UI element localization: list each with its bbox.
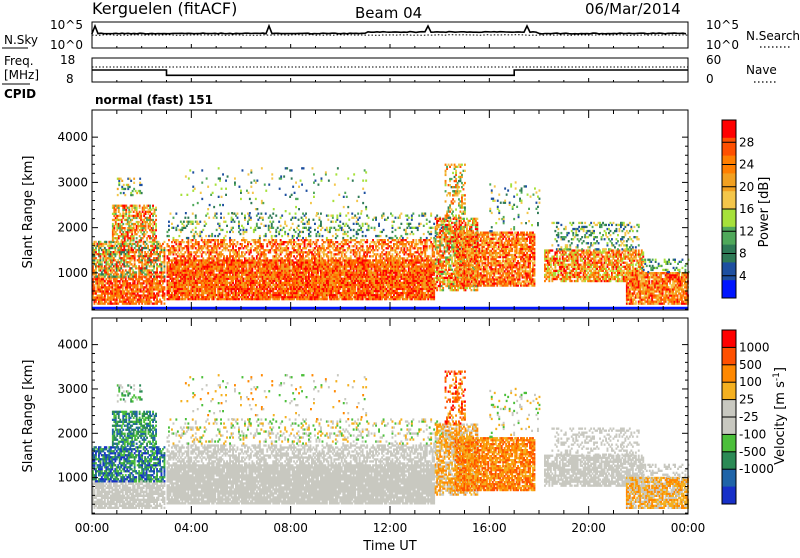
power-yticks-tick-label-0: 1000 [57, 266, 88, 280]
velocity-ylabel: Slant Range [km] [21, 360, 36, 473]
velocity-colorbar: 1000 500 100 25 -25 -100 -500 -1000 [722, 330, 774, 505]
vel-colorbar-tick-3: 25 [739, 393, 754, 407]
vel-colorbar-tick-1: 500 [739, 358, 762, 372]
noise-left-tick-bottom: 10^0 [50, 38, 83, 52]
vel-colorbar-swatch-0 [722, 330, 736, 348]
x-tick-label-5: 20:00 [571, 521, 606, 535]
noise-sky-line [92, 26, 686, 34]
date-title: 06/Mar/2014 [585, 0, 681, 18]
power-colorbar-swatch-0 [722, 120, 736, 138]
vel-colorbar-tick-7: -1000 [739, 462, 774, 476]
beam-title: Beam 04 [355, 4, 422, 22]
station-title: Kerguelen (fitACF) [92, 0, 237, 18]
vel-yticks-tick-label-2: 3000 [57, 382, 88, 396]
power-colorbar-tick-6: 28 [739, 135, 754, 149]
vel-yticks-tick-label-3: 4000 [57, 338, 88, 352]
vel-yticks-tick-label-1: 2000 [57, 426, 88, 440]
power-colorbar-swatch-6 [722, 227, 736, 245]
noise-right-tick-bottom: 10^0 [706, 38, 739, 52]
power-colorbar-tick-0: 4 [739, 269, 747, 283]
power-yticks-tick-label-2: 3000 [57, 175, 88, 189]
cpid-label: CPID [4, 87, 36, 101]
vel-colorbar-tick-0: 1000 [739, 340, 770, 354]
power-colorbar-swatch-4 [722, 191, 736, 209]
x-tick-label-0: 00:00 [75, 521, 110, 535]
vel-colorbar-tick-2: 100 [739, 375, 762, 389]
power-colorbar-tick-4: 20 [739, 180, 754, 194]
power-colorbar-tick-5: 24 [739, 158, 754, 172]
noise-panel: N.Sky 10^5 10^0 10^5 10^0 N.Search [2, 18, 800, 52]
nave-label: Nave [746, 63, 777, 77]
vel-colorbar-swatch-7 [722, 452, 736, 470]
x-tick-label-3: 12:00 [373, 521, 408, 535]
power-colorbar-label: Power [dB] [757, 177, 772, 248]
vel-yticks-tick-label-0: 1000 [57, 471, 88, 485]
vel-colorbar-swatch-3 [722, 382, 736, 400]
cpid-value: normal (fast) 151 [95, 93, 213, 107]
freq-label-line2: [MHz] [4, 68, 39, 82]
vel-colorbar-tick-6: -500 [739, 445, 766, 459]
noise-left-tick-top: 10^5 [50, 18, 83, 32]
x-tick-label-2: 08:00 [273, 521, 308, 535]
vel-colorbar-swatch-2 [722, 365, 736, 383]
power-ylabel: Slant Range [km] [21, 156, 36, 269]
velocity-colorbar-label-sup: -1 [772, 372, 782, 381]
noise-right-label: N.Search [746, 29, 800, 43]
power-yticks-tick-label-3: 4000 [57, 130, 88, 144]
power-yticks-tick-label-1: 2000 [57, 221, 88, 235]
nave-right-tick-top: 60 [706, 53, 721, 67]
x-axis-title: Time UT [362, 539, 416, 554]
freq-left-tick-top: 18 [60, 53, 75, 67]
power-colorbar-swatch-9 [722, 280, 736, 298]
power-colorbar-tick-2: 12 [739, 224, 754, 238]
velocity-colorbar-label-main: Velocity [m s [773, 381, 788, 465]
power-colorbar: 4 8 12 16 20 24 28 [722, 120, 754, 299]
x-tick-label-1: 04:00 [174, 521, 209, 535]
power-colorbar-swatch-5 [722, 209, 736, 227]
freq-left-tick-bottom: 8 [66, 72, 74, 86]
velocity-panel: 1000 2000 3000 4000 Slant Range [km] 1000 50… [21, 318, 788, 514]
vel-colorbar-swatch-6 [722, 434, 736, 452]
freq-line [92, 70, 688, 75]
power-colorbar-tick-1: 8 [739, 247, 747, 261]
x-tick-label-6: 00:00 [671, 521, 706, 535]
vel-colorbar-swatch-4 [722, 400, 736, 418]
vel-colorbar-tick-5: -100 [739, 427, 766, 441]
velocity-colorbar-label: Velocity [m s-1] [772, 367, 788, 465]
noise-right-tick-top: 10^5 [706, 18, 739, 32]
power-colorbar-tick-3: 16 [739, 202, 754, 216]
velocity-colorbar-label-end: ] [773, 367, 788, 372]
freq-panel: Freq. [MHz] 18 8 60 0 Nave [2, 53, 777, 86]
vel-colorbar-swatch-8 [722, 469, 736, 487]
power-colorbar-swatch-8 [722, 262, 736, 280]
velocity-cells [92, 371, 689, 510]
x-tick-label-4: 16:00 [472, 521, 507, 535]
vel-colorbar-swatch-1 [722, 347, 736, 365]
power-panel: 1000 2000 3000 4000 Slant Range [km] 4 8 12 16… [21, 110, 772, 310]
nave-right-tick-bottom: 0 [706, 72, 714, 86]
vel-colorbar-swatch-5 [722, 417, 736, 435]
vel-colorbar-swatch-9 [722, 487, 736, 505]
vel-colorbar-tick-4: -25 [739, 410, 759, 424]
power-colorbar-swatch-3 [722, 173, 736, 191]
power-colorbar-swatch-1 [722, 138, 736, 156]
noise-left-label: N.Sky [4, 33, 38, 47]
freq-label-line1: Freq. [4, 54, 34, 68]
power-cells [92, 164, 689, 305]
x-tick-labels: 00:00 04:00 08:00 12:00 16:00 20:00 00:00 [75, 521, 706, 535]
noise-search-line [92, 35, 688, 36]
